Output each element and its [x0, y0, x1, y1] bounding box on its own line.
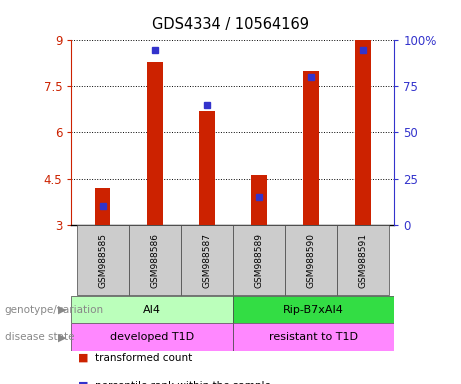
Text: GSM988587: GSM988587 [202, 233, 211, 288]
Text: GSM988586: GSM988586 [150, 233, 159, 288]
Bar [147, 62, 163, 225]
Text: genotype/variation: genotype/variation [5, 305, 104, 314]
Bar [251, 175, 266, 225]
Text: ▶: ▶ [59, 305, 67, 314]
Text: percentile rank within the sample: percentile rank within the sample [95, 381, 271, 384]
Bar [285, 225, 337, 295]
Text: ▶: ▶ [59, 332, 67, 342]
Bar [355, 40, 371, 225]
Text: GSM988591: GSM988591 [358, 233, 367, 288]
Text: GDS4334 / 10564169: GDS4334 / 10564169 [152, 17, 309, 32]
Bar [77, 225, 129, 295]
Bar [71, 296, 233, 323]
Bar [181, 225, 233, 295]
Bar [199, 111, 214, 225]
Bar [233, 296, 394, 323]
Text: GSM988590: GSM988590 [307, 233, 315, 288]
Text: GSM988585: GSM988585 [98, 233, 107, 288]
Text: resistant to T1D: resistant to T1D [269, 332, 358, 342]
Text: GSM988589: GSM988589 [254, 233, 263, 288]
Text: developed T1D: developed T1D [110, 332, 194, 342]
Text: disease state: disease state [5, 332, 74, 342]
Bar [71, 323, 233, 351]
Bar [303, 71, 319, 225]
Bar [129, 225, 181, 295]
Text: transformed count: transformed count [95, 353, 192, 363]
Text: ■: ■ [78, 353, 89, 363]
Bar [233, 323, 394, 351]
Text: AI4: AI4 [143, 305, 161, 314]
Bar [233, 225, 285, 295]
Text: Rip-B7xAI4: Rip-B7xAI4 [283, 305, 344, 314]
Text: ■: ■ [78, 381, 89, 384]
Bar [337, 225, 389, 295]
Bar [95, 188, 111, 225]
